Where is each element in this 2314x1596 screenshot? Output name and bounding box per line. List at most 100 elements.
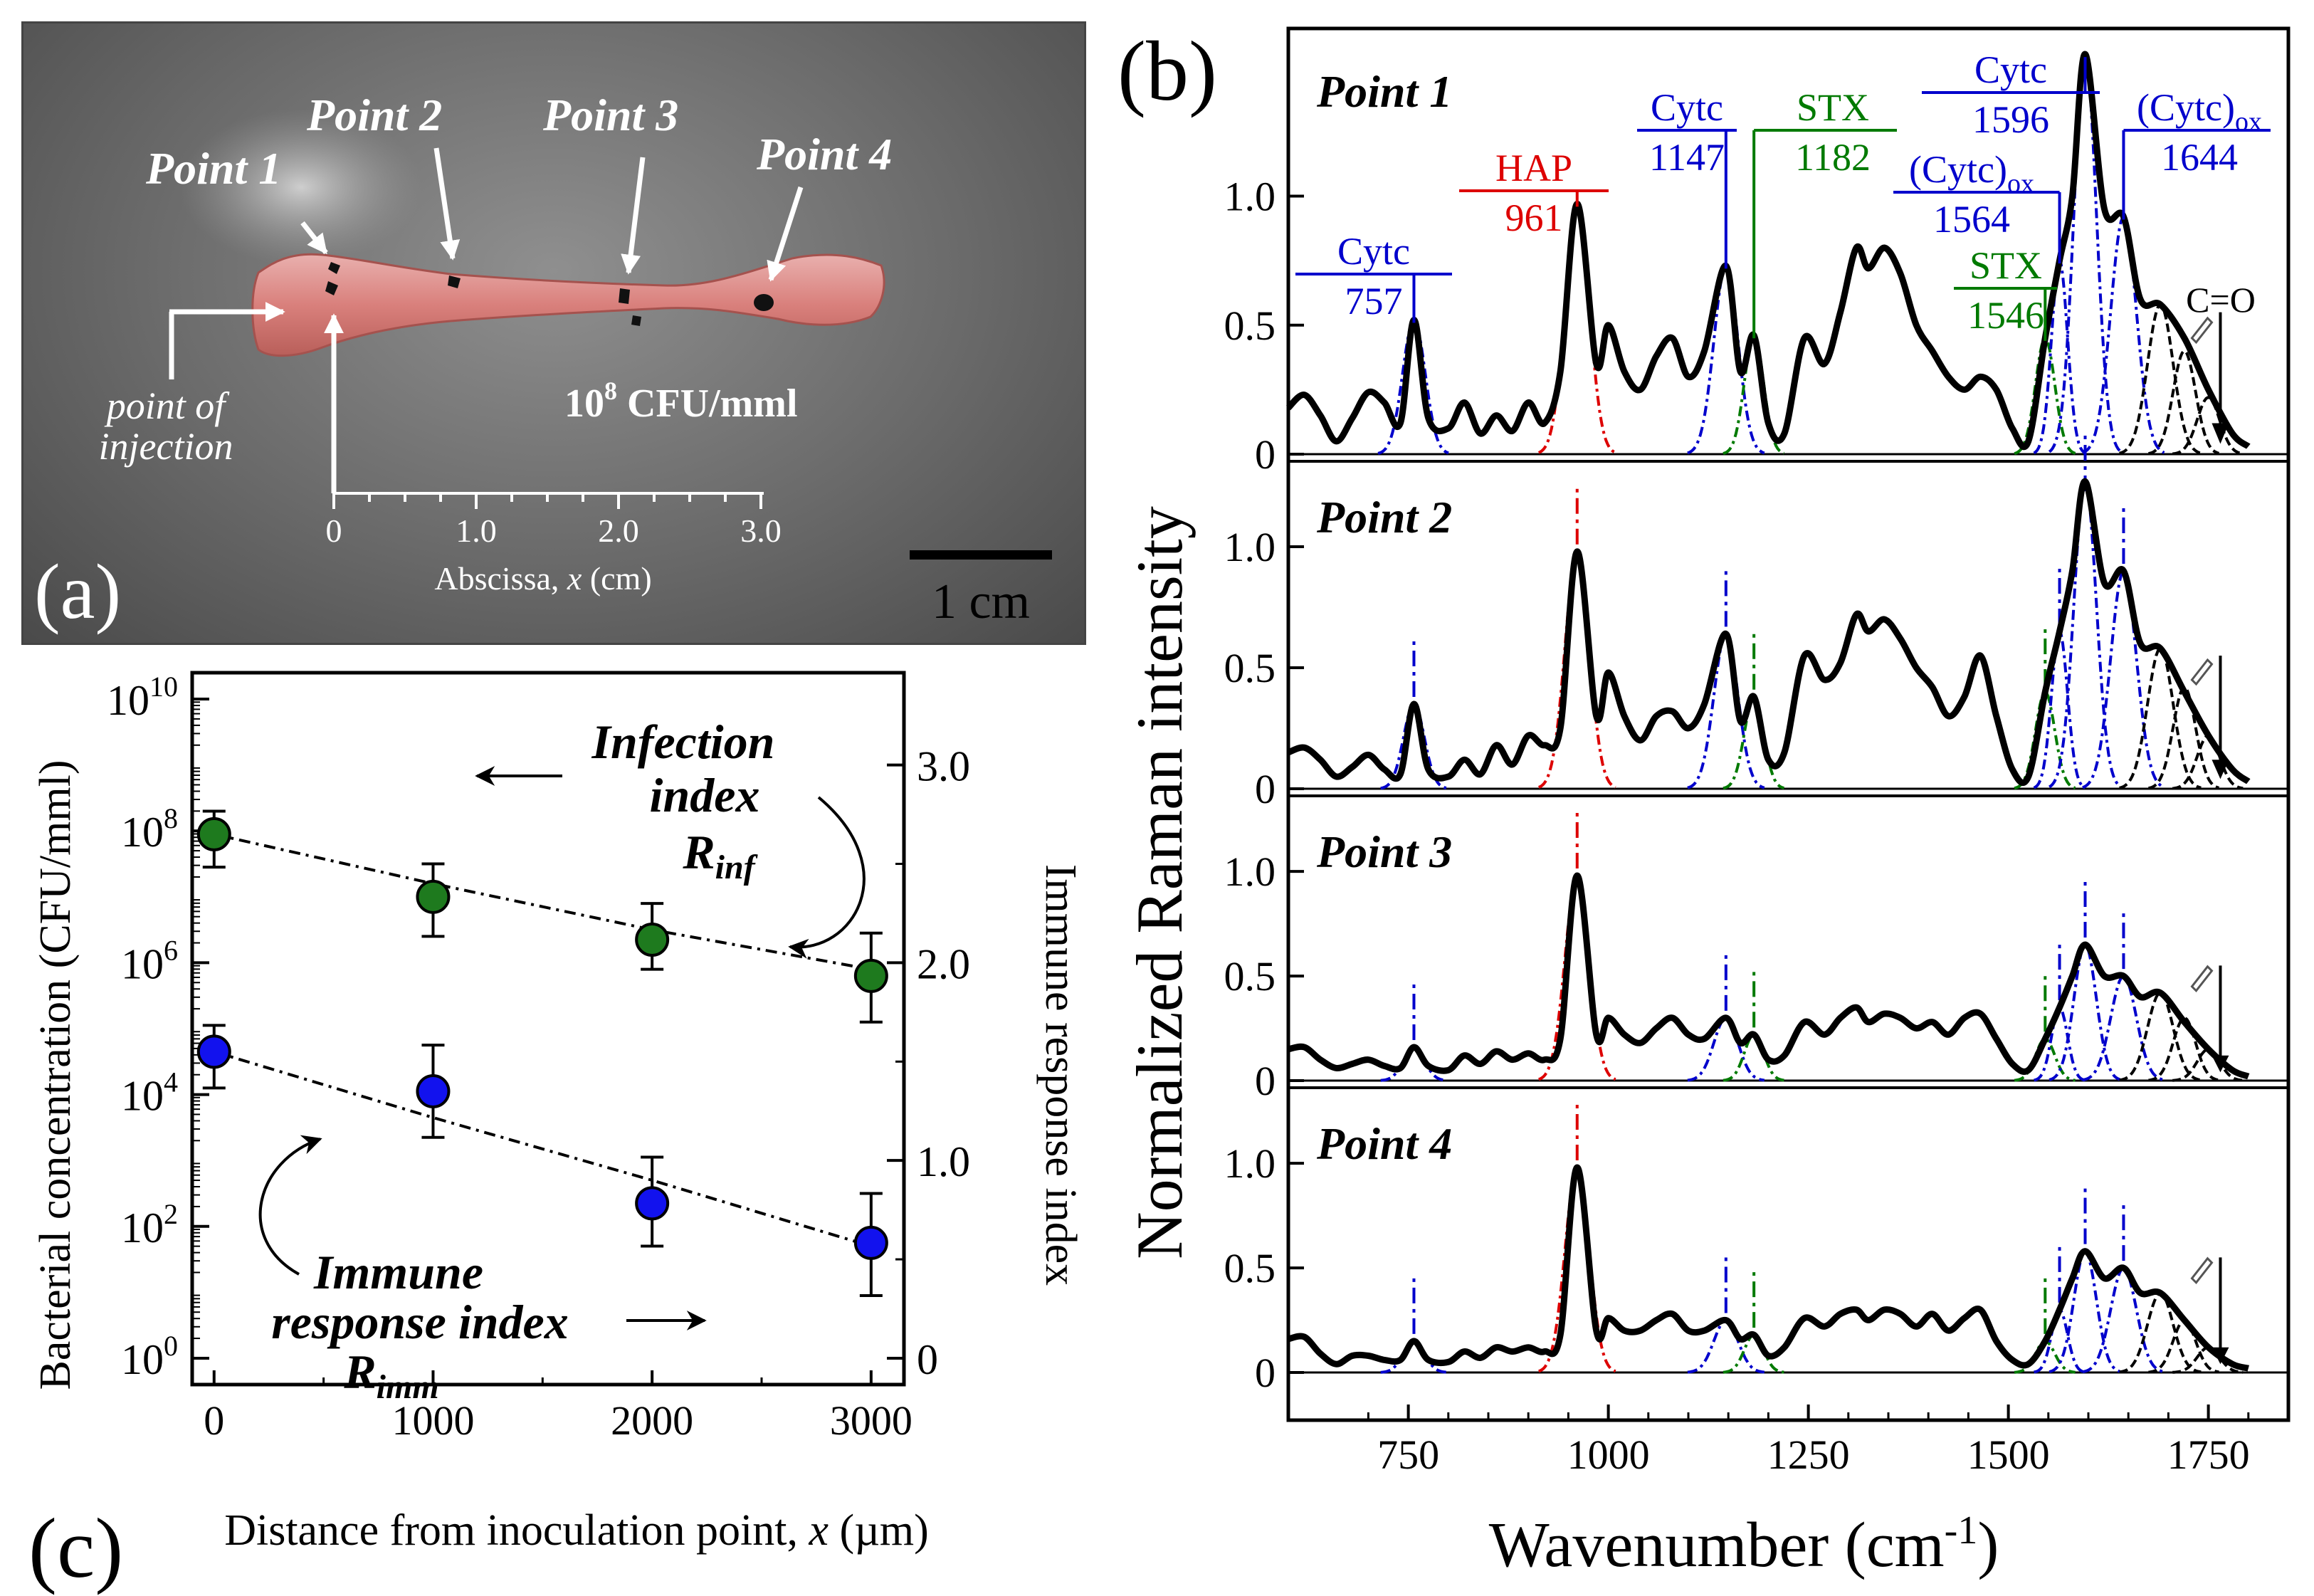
- annotation-name: (Cytc)ox: [2137, 86, 2262, 137]
- point-4-arrow: [767, 186, 804, 282]
- dist-ylabel-right: Immune response index: [1036, 864, 1085, 1286]
- abscissa-tick-0: 0: [326, 513, 342, 549]
- dist-y-tick-label: 108: [121, 802, 178, 856]
- dist-y2-tick-label: 3.0: [917, 743, 970, 790]
- concentration-label: 108 CFU/mml: [564, 377, 798, 426]
- raman-y-tick-label: 0.5: [1224, 303, 1276, 349]
- infection-point: [196, 817, 231, 851]
- raman-fit-peak: [2172, 1345, 2244, 1374]
- point-1-mark: [328, 262, 340, 274]
- immune-point: [853, 1225, 888, 1260]
- infection-label-2: index: [650, 768, 760, 822]
- annotation-wavenumber: 1147: [1649, 136, 1725, 179]
- annotation-name: (Cytc)ox: [1909, 148, 2034, 199]
- annotation-wavenumber: 961: [1505, 196, 1563, 239]
- raman-panel-title: Point 3: [1316, 826, 1452, 877]
- dist-x-tick-label: 3000: [830, 1397, 913, 1444]
- dist-y-tick-label: 100: [121, 1330, 178, 1383]
- co-hatch-mark: [2190, 658, 2214, 686]
- injection-text-2: injection: [99, 425, 233, 468]
- point-3-arrow: [621, 157, 646, 275]
- infection-symbol: Rinf: [682, 825, 757, 886]
- dist-y2-tick-label: 2.0: [917, 940, 970, 987]
- dist-ylabel-left: Bacterial concentration (CFU/mml): [31, 760, 80, 1390]
- immune-point: [635, 1186, 670, 1221]
- raman-spectrum: [1287, 1164, 2249, 1372]
- dist-xlabel: Distance from inoculation point, x (µm): [224, 1506, 929, 1555]
- infection-fit-line: [214, 832, 872, 971]
- photo-point-4-label: Point 4: [756, 129, 892, 179]
- point-1-arrow: [300, 221, 328, 255]
- photo-svg: Point 1 Point 2 Point 3 Point 4 point of…: [34, 90, 1052, 635]
- raman-fit-peak: [2172, 396, 2244, 456]
- raman-xlabel: Wavenumber (cm-1): [1489, 1508, 1999, 1580]
- co-arrow-head: [2212, 1347, 2229, 1365]
- annotation-wavenumber: 1182: [1795, 136, 1871, 179]
- raman-spectrum: [1288, 872, 2250, 1080]
- raman-fit-peak: [1687, 1016, 1765, 1082]
- annotation-name: Cytc: [1974, 48, 2047, 91]
- raman-fit-peak: [2049, 480, 2121, 789]
- annotation-wavenumber: 757: [1345, 280, 1403, 322]
- photo-point-3-label: Point 3: [542, 90, 678, 140]
- dist-y-tick-label: 102: [121, 1198, 178, 1251]
- raman-panel-title: Point 2: [1316, 492, 1452, 542]
- raman-fit-peak: [2119, 303, 2202, 455]
- point-3-mark: [619, 288, 630, 304]
- co-hatch-mark: [2190, 1256, 2214, 1285]
- raman-y-tick-label: 0: [1255, 431, 1276, 478]
- raman-fit-peak: [2148, 1016, 2219, 1082]
- raman-fit-peak: [1537, 201, 1616, 454]
- raman-y-tick-label: 0: [1255, 1058, 1276, 1104]
- abscissa-label: Abscissa, x (cm): [434, 560, 651, 597]
- raman-fit-peak: [1723, 333, 1785, 455]
- raman-y-tick-label: 0.5: [1224, 953, 1276, 999]
- immune-label-2: response index: [271, 1295, 568, 1349]
- annotation-wavenumber: 1596: [1972, 98, 2049, 141]
- distance-chart: 0 1000 2000 3000 100 102 104 106 108 1010 0 1.0 2.0 3…: [107, 671, 970, 1444]
- annotation-name: Cytc: [1651, 86, 1723, 129]
- point-2-mark: [448, 275, 461, 288]
- annotation-name: HAP: [1495, 147, 1572, 189]
- raman-x-tick-label: 750: [1377, 1432, 1439, 1478]
- raman-panel-title: Point 4: [1316, 1118, 1452, 1169]
- abscissa-tick-1: 1.0: [456, 513, 497, 549]
- raman-fit-peak: [2148, 350, 2220, 456]
- annotation-wavenumber: 1546: [1967, 294, 2044, 337]
- raman-x-tick-label: 1750: [2167, 1432, 2250, 1478]
- co-arrow-head: [2212, 423, 2229, 444]
- abscissa-tick-2: 2.0: [598, 513, 639, 549]
- dist-y-tick-label: 106: [121, 934, 178, 987]
- infection-curved-arrow: [788, 796, 866, 959]
- infection-point: [416, 879, 451, 914]
- co-hatch-mark: [2190, 316, 2214, 345]
- raman-fit-peak: [2082, 569, 2165, 789]
- raman-frame: [1286, 26, 2291, 1422]
- co-arrow-head: [2212, 1055, 2229, 1073]
- raman-fit-peak: [2119, 991, 2202, 1082]
- raman-y-tick-label: 0: [1255, 766, 1276, 812]
- dist-y-tick-label: 104: [121, 1066, 178, 1120]
- annotation-co-label: C=O: [2186, 280, 2256, 320]
- raman-chart: 750 1000 1250 1500 1750 0 0.5 1.0 Point 1 0 0.5 1.0…: [1224, 26, 2291, 1478]
- raman-fit-peak: [1538, 1165, 1616, 1373]
- infection-point: [853, 958, 888, 993]
- annotation-wavenumber: 1564: [1933, 198, 2010, 241]
- raman-fit-peak: [1687, 631, 1765, 789]
- dist-x-tick-label: 0: [204, 1397, 224, 1444]
- dist-y2-tick-label: 1.0: [917, 1138, 970, 1185]
- co-arrow-head: [2212, 760, 2229, 779]
- point-2-arrow: [433, 147, 461, 261]
- raman-ylabel: Normalized Raman intensity: [1123, 506, 1196, 1259]
- raman-x-tick-label: 1250: [1767, 1432, 1850, 1478]
- raman-fit-peak: [1538, 549, 1616, 789]
- scale-bar: [910, 550, 1052, 560]
- annotation-name: Cytc: [1337, 230, 1410, 273]
- raman-fit-peak: [1723, 1033, 1784, 1082]
- point-1-mark-b: [325, 281, 338, 295]
- raman-y-tick-label: 1.0: [1224, 849, 1276, 895]
- point-3-mark-b: [631, 315, 641, 326]
- raman-y-tick-label: 0.5: [1224, 645, 1276, 691]
- immune-point: [196, 1034, 231, 1069]
